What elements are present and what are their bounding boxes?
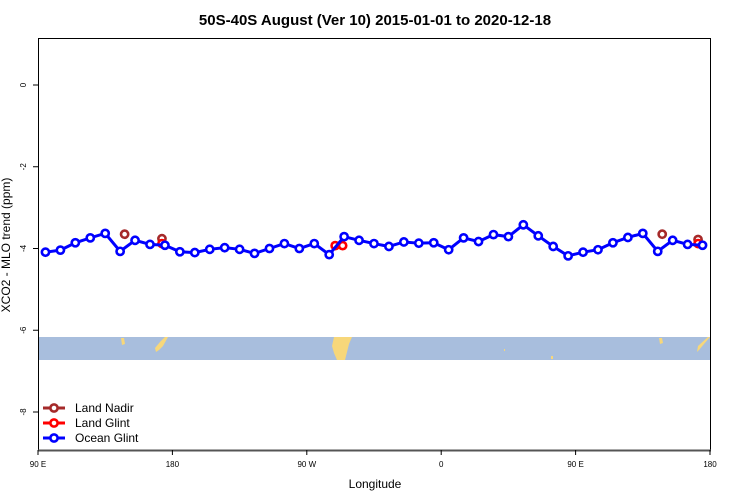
x-tick-label: 180 — [166, 460, 180, 469]
x-tick-label: 90 E — [30, 460, 46, 469]
data-point-ocean-glint — [593, 244, 603, 255]
legend-marker — [49, 433, 59, 443]
legend-label: Ocean Glint — [75, 431, 139, 445]
y-tick-label: -6 — [19, 326, 28, 334]
series-layer — [40, 219, 708, 261]
data-point-ocean-glint — [518, 219, 529, 230]
data-point-ocean-glint — [145, 239, 155, 250]
data-point-ocean-glint — [622, 232, 633, 243]
data-point-ocean-glint — [369, 238, 379, 249]
data-point-ocean-glint — [294, 243, 305, 254]
data-point-ocean-glint — [473, 236, 484, 247]
data-point-ocean-glint — [279, 238, 290, 249]
data-point-ocean-glint — [324, 249, 335, 260]
data-point-ocean-glint — [637, 228, 648, 239]
data-point-ocean-glint — [458, 232, 469, 243]
x-axis-label: Longitude — [349, 477, 402, 491]
data-point-ocean-glint — [55, 245, 66, 256]
data-point-ocean-glint — [682, 239, 693, 250]
data-point-ocean-glint — [503, 231, 514, 242]
y-axis-label: XCO2 - MLO trend (ppm) — [0, 178, 13, 313]
data-point-ocean-glint — [339, 231, 350, 242]
data-point-ocean-glint — [428, 237, 439, 248]
data-point-ocean-glint — [667, 235, 678, 246]
legend-label: Land Nadir — [75, 401, 134, 415]
data-point-ocean-glint — [413, 238, 424, 249]
series-ocean-glint — [40, 219, 708, 261]
data-point-ocean-glint — [130, 235, 140, 246]
data-point-land-nadir — [657, 229, 668, 240]
data-point-ocean-glint — [115, 246, 126, 257]
legend-item-ocean-glint: Ocean Glint — [43, 431, 139, 445]
data-point-ocean-glint — [384, 241, 394, 252]
data-point-ocean-glint — [309, 238, 320, 249]
data-point-ocean-glint — [548, 241, 559, 252]
data-point-ocean-glint — [488, 229, 499, 240]
data-point-ocean-glint — [578, 247, 588, 258]
x-tick-label: 0 — [439, 460, 444, 469]
data-point-ocean-glint — [608, 237, 618, 248]
data-point-ocean-glint — [160, 240, 170, 251]
data-point-ocean-glint — [70, 237, 81, 248]
x-tick-label: 180 — [703, 460, 717, 469]
ocean-band — [39, 337, 710, 360]
land-patches — [121, 337, 710, 360]
data-point-ocean-glint — [174, 246, 185, 257]
y-tick-label: -8 — [19, 408, 28, 416]
y-tick-label: -2 — [19, 163, 28, 171]
legend-marker — [49, 418, 59, 428]
data-point-ocean-glint — [264, 243, 275, 254]
data-point-land-glint — [337, 240, 348, 251]
data-point-ocean-glint — [398, 237, 409, 247]
data-point-ocean-glint — [189, 247, 200, 258]
legend-label: Land Glint — [75, 416, 130, 430]
data-point-ocean-glint — [354, 235, 364, 246]
map-strip — [39, 337, 710, 360]
legend-item-land-glint: Land Glint — [43, 416, 130, 430]
data-point-ocean-glint — [204, 244, 215, 255]
y-ticks: 0 -2 -4 -6 -8 — [19, 82, 38, 416]
data-point-land-nadir — [119, 229, 130, 240]
y-tick-label: -4 — [19, 244, 28, 252]
data-point-ocean-glint — [40, 247, 51, 258]
data-point-ocean-glint — [234, 244, 245, 255]
x-tick-label: 90 E — [567, 460, 583, 469]
data-point-ocean-glint — [697, 240, 708, 251]
legend-item-land-nadir: Land Nadir — [43, 401, 134, 415]
x-ticks: 90 E 180 90 W 0 90 E 180 — [30, 450, 717, 469]
legend-marker — [49, 403, 59, 413]
data-point-ocean-glint — [249, 248, 260, 259]
data-point-ocean-glint — [563, 250, 574, 261]
y-tick-label: 0 — [19, 82, 28, 87]
data-point-ocean-glint — [100, 228, 111, 239]
data-point-ocean-glint — [219, 242, 230, 253]
data-point-ocean-glint — [85, 232, 96, 243]
chart-title: 50S-40S August (Ver 10) 2015-01-01 to 20… — [199, 12, 551, 29]
data-point-ocean-glint — [652, 246, 663, 257]
data-point-ocean-glint — [533, 230, 544, 241]
x-tick-label: 90 W — [297, 460, 316, 469]
data-point-ocean-glint — [443, 244, 454, 255]
